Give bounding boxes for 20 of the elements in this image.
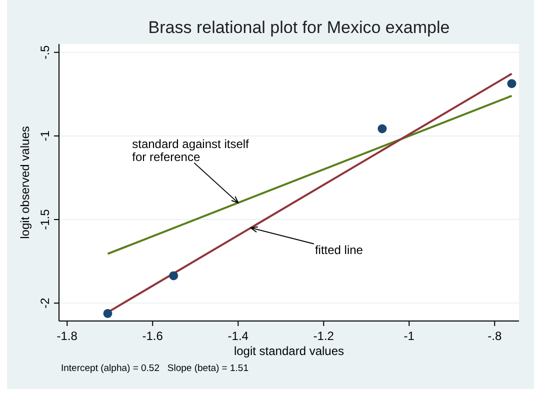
annotation: fitted line [314,242,364,257]
x-tick-label: -1 [404,329,415,343]
chart-title: Brass relational plot for Mexico example [148,18,450,37]
x-tick-label: -1.6 [142,329,164,343]
x-axis-title: logit standard values [234,344,344,358]
x-tick-label: -1.8 [56,329,78,343]
x-tick-label: -1.4 [228,329,249,343]
y-axis-title: logit observed values [18,126,32,239]
annotation: standard against itself for reference [132,136,250,164]
text: Intercept (alpha) = 0.52 Slope (beta) = 1.51 [61,363,248,374]
point [378,124,387,134]
y-tick-label: -1.5 [38,208,52,230]
y-tick-label: -1 [38,130,52,142]
x-tick-label: -.8 [488,329,502,343]
point [507,79,516,88]
point [169,271,178,280]
y-tick-label: -2 [38,297,52,308]
y-tick-label: -.5 [38,45,52,60]
x-tick-label: -1.2 [313,329,334,343]
point [103,308,112,318]
